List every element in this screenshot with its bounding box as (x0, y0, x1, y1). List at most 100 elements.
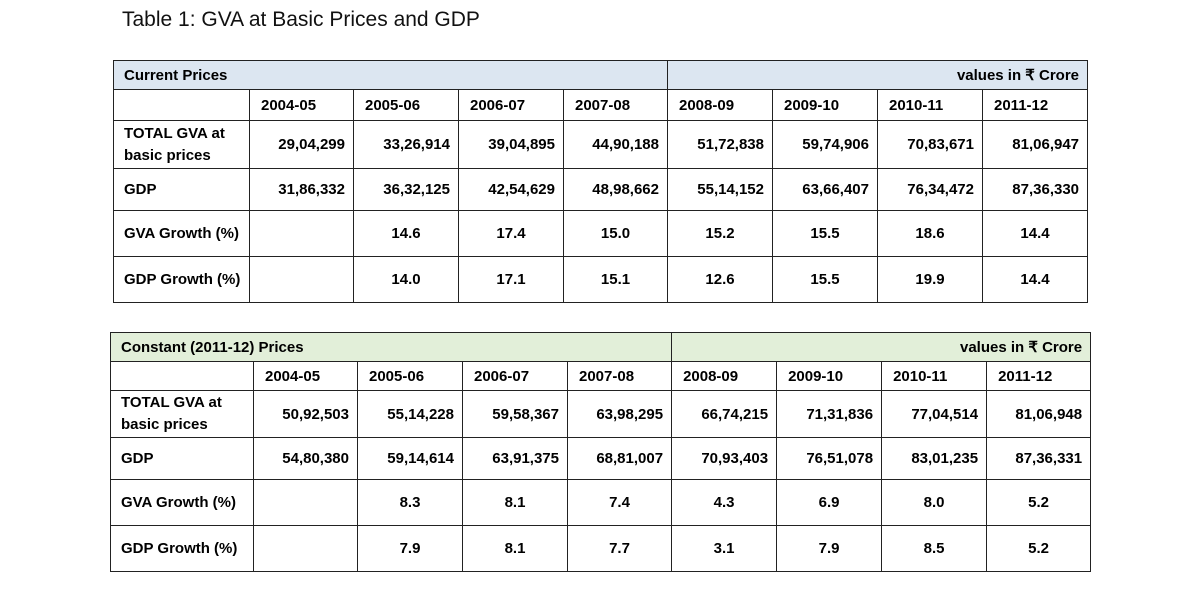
data-cell: 59,74,906 (772, 120, 878, 169)
data-cell: 76,34,472 (877, 168, 983, 211)
document-title: Table 1: GVA at Basic Prices and GDP (122, 8, 480, 31)
data-cell: 42,54,629 (458, 168, 564, 211)
corner-cell (110, 361, 254, 391)
data-cell: 7.7 (566, 525, 673, 572)
table-row: GDP 54,80,380 59,14,614 63,91,375 68,81,… (110, 437, 1092, 480)
data-cell: 63,98,295 (566, 390, 673, 438)
year-header: 2011-12 (986, 361, 1092, 391)
data-cell: 12.6 (667, 256, 773, 303)
data-cell: 31,86,332 (249, 168, 354, 211)
table-row: TOTAL GVA at basic prices 29,04,299 33,2… (113, 120, 1089, 169)
year-header: 2008-09 (671, 361, 778, 391)
data-cell: 14.0 (353, 256, 459, 303)
corner-cell (113, 89, 250, 121)
year-header: 2006-07 (458, 89, 564, 121)
year-header: 2009-10 (772, 89, 878, 121)
table-row: TOTAL GVA at basic prices 50,92,503 55,1… (110, 390, 1092, 438)
data-cell: 66,74,215 (671, 390, 778, 438)
data-cell (253, 525, 358, 572)
data-cell: 70,93,403 (671, 437, 778, 480)
data-cell: 18.6 (877, 210, 983, 257)
data-cell: 59,58,367 (462, 390, 568, 438)
units-note: values in ₹ Crore (667, 60, 1089, 90)
year-header: 2009-10 (776, 361, 883, 391)
year-header: 2007-08 (566, 361, 673, 391)
data-cell: 15.5 (772, 256, 878, 303)
year-header: 2010-11 (877, 89, 983, 121)
year-header-row: 2004-05 2005-06 2006-07 2007-08 2008-09 … (113, 89, 1089, 121)
data-cell: 15.0 (563, 210, 668, 257)
row-label: TOTAL GVA at basic prices (110, 390, 254, 438)
data-cell: 19.9 (877, 256, 983, 303)
table-row: GVA Growth (%) 14.6 17.4 15.0 15.2 15.5 … (113, 210, 1089, 257)
data-cell: 55,14,228 (357, 390, 463, 438)
year-header: 2005-06 (357, 361, 463, 391)
row-label: TOTAL GVA at basic prices (113, 120, 250, 169)
year-header-row: 2004-05 2005-06 2006-07 2007-08 2008-09 … (110, 361, 1092, 391)
data-cell: 5.2 (986, 525, 1092, 572)
table-row: GVA Growth (%) 8.3 8.1 7.4 4.3 6.9 8.0 5… (110, 479, 1092, 526)
data-cell: 76,51,078 (776, 437, 883, 480)
data-cell: 44,90,188 (563, 120, 668, 169)
row-label: GDP Growth (%) (113, 256, 250, 303)
data-cell: 14.6 (353, 210, 459, 257)
row-label: GDP (110, 437, 254, 480)
data-cell: 7.9 (776, 525, 883, 572)
year-header: 2007-08 (563, 89, 668, 121)
data-cell: 29,04,299 (249, 120, 354, 169)
data-cell: 17.4 (458, 210, 564, 257)
data-cell: 81,06,948 (986, 390, 1092, 438)
year-header: 2004-05 (253, 361, 358, 391)
data-cell (253, 479, 358, 526)
data-cell: 81,06,947 (981, 120, 1089, 169)
data-cell: 36,32,125 (353, 168, 459, 211)
data-cell (249, 210, 354, 257)
row-label: GDP Growth (%) (110, 525, 254, 572)
data-cell: 8.5 (881, 525, 988, 572)
data-cell: 70,83,671 (877, 120, 983, 169)
data-cell: 14.4 (981, 256, 1089, 303)
data-cell: 6.9 (776, 479, 883, 526)
year-header: 2011-12 (981, 89, 1089, 121)
year-header: 2010-11 (881, 361, 988, 391)
data-cell: 63,91,375 (462, 437, 568, 480)
data-cell: 17.1 (458, 256, 564, 303)
data-cell: 8.1 (462, 525, 568, 572)
table-header-band: Current Prices values in ₹ Crore (113, 60, 1089, 90)
year-header: 2005-06 (353, 89, 459, 121)
data-cell: 68,81,007 (566, 437, 673, 480)
data-cell: 54,80,380 (253, 437, 358, 480)
data-cell (249, 256, 354, 303)
data-cell: 33,26,914 (353, 120, 459, 169)
data-cell: 7.9 (357, 525, 463, 572)
data-cell: 14.4 (981, 210, 1089, 257)
table-row: GDP 31,86,332 36,32,125 42,54,629 48,98,… (113, 168, 1089, 211)
data-cell: 15.5 (772, 210, 878, 257)
data-cell: 63,66,407 (772, 168, 878, 211)
data-cell: 8.1 (462, 479, 568, 526)
data-cell: 5.2 (986, 479, 1092, 526)
table-row: GDP Growth (%) 7.9 8.1 7.7 3.1 7.9 8.5 5… (110, 525, 1092, 572)
data-cell: 48,98,662 (563, 168, 668, 211)
data-cell: 83,01,235 (881, 437, 988, 480)
row-label: GVA Growth (%) (110, 479, 254, 526)
data-cell: 51,72,838 (667, 120, 773, 169)
data-cell: 3.1 (671, 525, 778, 572)
data-cell: 87,36,330 (981, 168, 1089, 211)
constant-prices-table: Constant (2011-12) Prices values in ₹ Cr… (109, 332, 1092, 572)
table-row: GDP Growth (%) 14.0 17.1 15.1 12.6 15.5 … (113, 256, 1089, 303)
row-label: GVA Growth (%) (113, 210, 250, 257)
table-header-band: Constant (2011-12) Prices values in ₹ Cr… (109, 332, 1092, 362)
data-cell: 55,14,152 (667, 168, 773, 211)
data-cell: 8.3 (357, 479, 463, 526)
data-cell: 71,31,836 (776, 390, 883, 438)
year-header: 2004-05 (249, 89, 354, 121)
data-cell: 15.2 (667, 210, 773, 257)
data-cell: 8.0 (881, 479, 988, 526)
data-cell: 77,04,514 (881, 390, 988, 438)
price-basis-label: Current Prices (113, 60, 668, 90)
current-prices-table: Current Prices values in ₹ Crore 2004-05… (113, 60, 1089, 303)
year-header: 2008-09 (667, 89, 773, 121)
data-cell: 50,92,503 (253, 390, 358, 438)
row-label: GDP (113, 168, 250, 211)
